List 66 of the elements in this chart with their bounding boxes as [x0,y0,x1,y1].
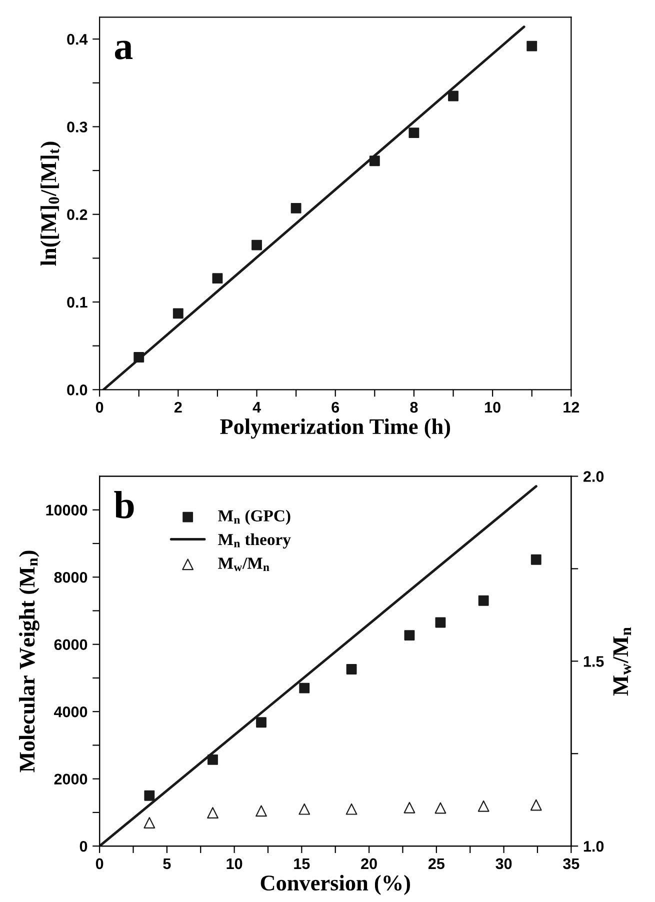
y-tick-label: 10000 [46,504,88,516]
y2-tick-label: 1.0 [584,840,604,852]
y-tick-label: 4000 [54,706,88,718]
legend-label: M$_{n}$ theory [218,533,291,549]
y-tick-label: 0.2 [67,209,88,220]
point [434,802,446,814]
point [172,308,184,319]
y-tick-label: 0 [80,840,88,852]
point [448,90,458,102]
x-tick-label: 6 [332,402,340,413]
point [408,128,420,138]
point [144,817,156,828]
point [144,790,155,801]
point [134,352,144,362]
point [346,803,358,815]
point [252,240,262,250]
x-tick-label: 35 [563,858,580,870]
x-axis-title: Conversion (%) [260,874,410,896]
point [404,630,415,640]
y2-tick-label: 1.5 [584,656,604,667]
point [404,802,416,814]
point [478,595,489,606]
x-tick-label: 5 [163,858,171,870]
x-tick-label: 30 [496,858,512,870]
x-tick-label: 2 [174,402,182,413]
x-tick-label: 25 [428,858,444,870]
y-tick-label: 2000 [54,774,88,785]
point [207,807,218,818]
point [298,803,310,815]
point [208,754,218,765]
x-tick-label: 8 [410,402,418,413]
y-tick-label: 8000 [54,572,88,583]
annotation: a [114,40,133,60]
x-tick-label: 12 [564,402,580,413]
x-tick-label: 4 [252,402,261,413]
y-axis-title: ln([M]$_{0}$/[M]$_{t}$) [40,142,61,266]
point [478,800,490,812]
point [299,682,310,694]
point [256,805,267,817]
point [290,203,302,214]
point [526,40,538,52]
legend-label: M$_{n}$ (GPC) [218,510,290,525]
y2-tick-label: 2.0 [583,471,604,482]
y2-axis-title: M$_{w}$/M$_{n}$ [613,627,632,696]
point [435,617,446,628]
y-tick-label: 0.0 [67,384,88,396]
x-tick-label: 10 [226,858,242,870]
y-tick-label: 0.4 [67,34,88,45]
point [369,156,380,166]
x-tick-label: 0 [96,858,104,870]
x-axis-title: Polymerization Time (h) [220,418,450,439]
x-tick-label: 20 [361,858,377,870]
x-tick-label: 0 [96,402,104,413]
point [530,799,542,811]
y-tick-label: 0.3 [67,122,88,132]
y-tick-label: 6000 [54,639,88,650]
point [530,554,542,565]
annotation: b [114,491,134,518]
legend-label: M$_{w}$/M$_{n}$ [218,558,270,572]
y-tick-label: 0.1 [67,296,88,308]
y-axis-title: Molecular Weight (M$_{n}$) [19,550,40,772]
x-tick-label: 10 [485,402,500,413]
x-tick-label: 15 [294,858,310,870]
point [346,664,357,674]
point [212,273,223,284]
point [256,717,266,728]
